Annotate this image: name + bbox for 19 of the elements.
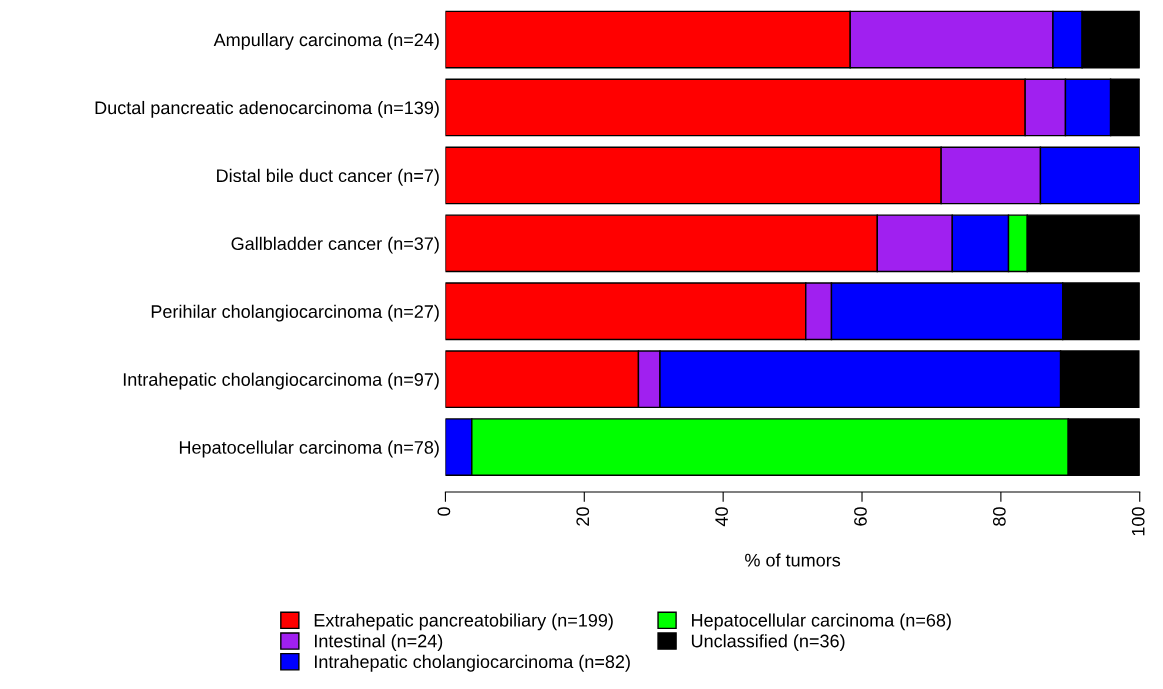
- x-tick-label: 0: [437, 507, 451, 516]
- legend-label: Hepatocellular carcinoma (n=68): [692, 613, 951, 631]
- y-tick-label: Intrahepatic cholangiocarcinoma (n=97): [123, 372, 439, 390]
- y-tick-label: Perihilar cholangiocarcinoma (n=27): [151, 304, 439, 322]
- y-tick-label: Ampullary carcinoma (n=24): [213, 32, 439, 50]
- x-tick-label: 60: [854, 507, 867, 526]
- legend-label: Intrahepatic cholangiocarcinoma (n=82): [314, 654, 630, 672]
- legend-label: Extrahepatic pancreatobiliary (n=199): [314, 613, 613, 631]
- x-axis-title: % of tumors: [745, 553, 841, 567]
- x-tick-label: 40: [715, 507, 728, 527]
- y-tick-label: Gallbladder cancer (n=37): [231, 236, 439, 254]
- y-tick-label: Ductal pancreatic adenocarcinoma (n=139): [95, 100, 439, 118]
- legend-label: Intestinal (n=24): [314, 634, 443, 651]
- y-tick-label: Hepatocellular carcinoma (n=78): [179, 440, 439, 458]
- x-tick-label: 80: [992, 507, 1006, 526]
- legend-label: Unclassified (n=36): [691, 634, 845, 651]
- y-tick-label: Distal bile duct cancer (n=7): [217, 168, 439, 186]
- x-tick-label: 20: [576, 507, 590, 526]
- x-tick-label: 100: [1131, 507, 1145, 536]
